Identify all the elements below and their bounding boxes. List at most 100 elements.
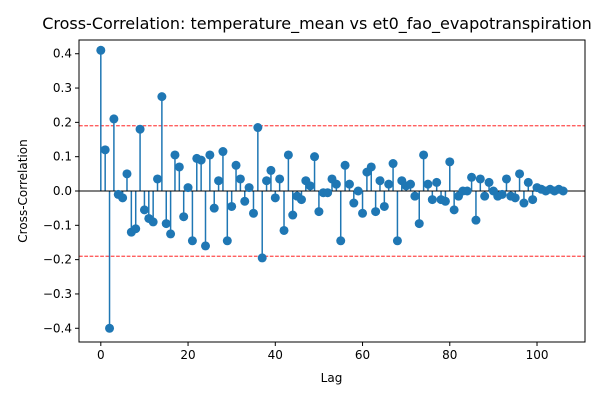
- stem-marker: [515, 169, 525, 179]
- stem-marker: [358, 208, 368, 218]
- stem-marker: [166, 229, 176, 239]
- stem-marker: [279, 225, 289, 235]
- stem-marker: [519, 198, 529, 208]
- stem-marker: [344, 179, 354, 189]
- stem-marker: [118, 193, 128, 203]
- stem-marker: [510, 193, 520, 203]
- stem-marker: [410, 191, 420, 201]
- stem-marker: [283, 150, 293, 160]
- stem-marker: [392, 236, 402, 246]
- stem-marker: [227, 201, 237, 211]
- stem-marker: [371, 207, 381, 217]
- stem-marker: [480, 191, 490, 201]
- stem-marker: [384, 179, 394, 189]
- stem-marker: [262, 176, 272, 186]
- stem-marker: [139, 205, 149, 215]
- stem-marker: [349, 198, 359, 208]
- stem-marker: [214, 176, 224, 186]
- stem-marker: [467, 172, 477, 182]
- stem-marker: [449, 205, 459, 215]
- stem-marker: [244, 183, 254, 193]
- stem-marker: [270, 193, 280, 203]
- x-tick-label: 40: [268, 348, 283, 362]
- stem-marker: [445, 157, 455, 167]
- y-tick-label: 0.4: [53, 47, 72, 61]
- x-tick-label: 80: [442, 348, 457, 362]
- chart-title: Cross-Correlation: temperature_mean vs e…: [42, 14, 592, 34]
- stem-marker: [105, 323, 115, 333]
- stem-marker: [183, 183, 193, 193]
- stem-marker: [423, 179, 433, 189]
- stem-marker: [388, 159, 398, 169]
- stem-marker: [497, 189, 507, 199]
- stem-marker: [331, 179, 341, 189]
- x-tick-label: 100: [526, 348, 549, 362]
- stem-marker: [253, 123, 263, 133]
- stem-marker: [222, 236, 232, 246]
- stem-marker: [528, 195, 538, 205]
- stem-marker: [131, 224, 141, 234]
- stem-marker: [314, 207, 324, 217]
- stem-marker: [100, 145, 110, 155]
- stem-marker: [122, 169, 132, 179]
- stem-marker: [484, 177, 494, 187]
- stem-marker: [174, 162, 184, 172]
- stem-marker: [353, 186, 363, 196]
- stem-marker: [288, 210, 298, 220]
- stem-marker: [323, 188, 333, 198]
- stem-marker: [432, 177, 442, 187]
- stem-marker: [340, 160, 350, 170]
- stem-marker: [310, 152, 320, 162]
- stem-marker: [419, 150, 429, 160]
- stem-marker: [257, 253, 267, 263]
- stem-marker: [523, 177, 533, 187]
- x-axis-ticks: 0 20 40 60 80 100: [97, 342, 548, 362]
- x-tick-label: 0: [97, 348, 105, 362]
- stem-marker: [296, 195, 306, 205]
- stem-marker: [558, 186, 568, 196]
- y-axis-label: Cross-Correlation: [16, 139, 30, 242]
- x-axis-label: Lag: [321, 371, 343, 385]
- x-tick-label: 20: [180, 348, 195, 362]
- y-tick-label: −0.1: [43, 218, 72, 232]
- y-tick-label: −0.4: [43, 321, 72, 335]
- stem-marker: [336, 236, 346, 246]
- stem-marker: [209, 203, 219, 213]
- y-tick-label: −0.2: [43, 253, 72, 267]
- stem-marker: [153, 174, 163, 184]
- stem-marker: [205, 150, 215, 160]
- stem-marker: [240, 196, 250, 206]
- stem-marker: [440, 196, 450, 206]
- stem-marker: [161, 219, 171, 229]
- stem-marker: [366, 162, 376, 172]
- stem-marker: [196, 155, 206, 165]
- stem-marker: [231, 160, 241, 170]
- y-tick-label: −0.3: [43, 287, 72, 301]
- stem-marker: [471, 215, 481, 225]
- stem-marker: [379, 201, 389, 211]
- stem-marker: [501, 174, 511, 184]
- stem-marker: [96, 45, 106, 55]
- stem-marker: [266, 165, 276, 175]
- stem-marker: [218, 147, 228, 157]
- plot-area: [78, 39, 586, 343]
- stem-marker: [157, 92, 167, 102]
- stem-marker: [170, 150, 180, 160]
- y-axis-ticks: −0.4 −0.3 −0.2 −0.1 0.0 0.1 0.2 0.3 0.4: [43, 47, 79, 335]
- y-tick-label: 0.3: [53, 81, 72, 95]
- y-tick-label: 0.2: [53, 115, 72, 129]
- stem-marker: [462, 186, 472, 196]
- stem-marker: [135, 124, 145, 134]
- stem-marker: [427, 195, 437, 205]
- y-tick-label: 0.0: [53, 184, 72, 198]
- stem-marker: [375, 176, 385, 186]
- stem-marker: [235, 174, 245, 184]
- x-tick-label: 60: [355, 348, 370, 362]
- stem-marker: [248, 208, 258, 218]
- stem-marker: [275, 174, 285, 184]
- stem-marker: [187, 236, 197, 246]
- stem-marker: [305, 181, 315, 191]
- stem-marker: [148, 217, 158, 227]
- stem-marker: [406, 179, 416, 189]
